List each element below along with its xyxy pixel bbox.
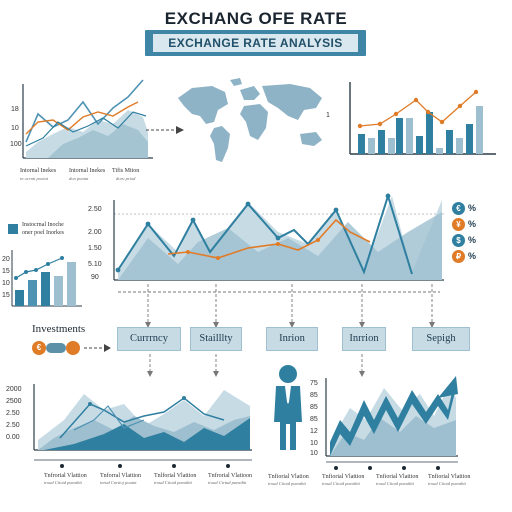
title-banner: EXCHANGE RATE ANALYSIS bbox=[145, 30, 366, 56]
chart-sublabel: troud Cirtud pueaibit bbox=[208, 480, 247, 485]
connector-lines-lower bbox=[147, 354, 365, 377]
world-map-icon bbox=[178, 78, 322, 162]
chart-sublabel: troud Ciiotd pueaibit bbox=[322, 481, 360, 486]
arrow-right-icon bbox=[146, 126, 184, 134]
chart-sublabel: inrud Cnrtioj pouint bbox=[100, 480, 137, 485]
chart-label: Tnfiorial Vlattion bbox=[376, 474, 419, 480]
top-right-chart: 1 bbox=[326, 78, 500, 164]
tick-label: 2500 bbox=[6, 398, 22, 405]
chart-label: Tnfrorial Vlattion bbox=[44, 473, 87, 479]
banner-text: EXCHANGE RATE ANALYSIS bbox=[153, 34, 358, 52]
flow-box-currency: Currrncy bbox=[117, 327, 181, 351]
chart-label: Tnforral Vlattion bbox=[100, 473, 142, 479]
side-panel-plot bbox=[11, 250, 82, 307]
currency-icons: € % ¥ % $ % ₽ % bbox=[452, 202, 508, 266]
tick-label: 85 bbox=[310, 416, 318, 423]
arrow-right-icon bbox=[84, 344, 111, 352]
percent-label: % bbox=[468, 235, 477, 245]
businessman-icon bbox=[274, 365, 302, 450]
chart-sublabel: don poniat bbox=[69, 176, 89, 181]
tick-label: 5.10 bbox=[88, 261, 102, 268]
chart-label: Intornal Inekes bbox=[20, 168, 57, 174]
chart-label: Tnfiorial Vlattion bbox=[428, 474, 471, 480]
euro-icon: € bbox=[32, 341, 46, 355]
chart-label: Tnfrorial Vlatioon bbox=[208, 473, 253, 479]
tick-label: 100 bbox=[10, 141, 22, 148]
main-title: EXCHANG OFE RATE bbox=[164, 9, 348, 28]
tick-label: 15 bbox=[2, 292, 10, 299]
tick-label: 18 bbox=[11, 106, 19, 113]
tick-label: 85 bbox=[310, 404, 318, 411]
chart-sublabel: troud Ciiotd pueaibit bbox=[428, 481, 466, 486]
chart-label: Tnlforial Vlattion bbox=[154, 473, 197, 479]
top-left-plot bbox=[22, 79, 153, 159]
chart-sublabel: in ocrnit pooint bbox=[20, 176, 48, 181]
percent-label: % bbox=[468, 251, 477, 261]
chart-sublabel: troud Ciiotd pueaibit bbox=[376, 481, 414, 486]
euro-icon: € bbox=[452, 202, 465, 215]
chart-label: Intornal Inekes bbox=[69, 168, 106, 174]
dollar-icon: $ bbox=[452, 234, 465, 247]
legend-label: Instocrnal Inoche bbox=[22, 222, 64, 228]
percent-label: % bbox=[468, 203, 477, 213]
tick-label: 2000 bbox=[6, 386, 22, 393]
tick-label: 20 bbox=[2, 256, 10, 263]
bottom-right-chart: 75 85 85 85 12 10 10 Tnfiorial Vlation t… bbox=[268, 376, 510, 506]
middle-chart: 2.50 2.00 1.50 5.10 90 bbox=[88, 192, 448, 284]
top-left-chart: 18 10 100 Intornal Inekes in ocrnit pooi… bbox=[8, 72, 168, 182]
investments-label: Investments bbox=[32, 323, 86, 335]
bottom-left-chart: 2000 2500 2.50 2.50 0.00 Tnfrorial Vlatt… bbox=[4, 380, 256, 506]
ruble-icon: ₽ bbox=[452, 250, 465, 263]
chart-sublabel: troud Ciiotd pueaibit bbox=[44, 480, 82, 485]
tick-label: 10 bbox=[11, 125, 19, 132]
tick-label: 10 bbox=[2, 280, 10, 287]
chart-sublabel: troud Ciiotd pueaibit bbox=[268, 481, 306, 486]
yen-icon: ¥ bbox=[452, 218, 465, 231]
tick-label: 12 bbox=[310, 428, 318, 435]
chart-label: Tnfiorial Vlation bbox=[268, 474, 309, 480]
flow-box-insight: Sepigh bbox=[412, 327, 470, 351]
flow-box-inflation-2: Inrrion bbox=[342, 327, 386, 351]
flow-box-inflation: Inrion bbox=[266, 327, 318, 351]
middle-plot bbox=[113, 192, 444, 281]
connector-lines bbox=[118, 284, 440, 328]
tick-label: 90 bbox=[91, 274, 99, 281]
tick-label: 1 bbox=[326, 112, 330, 119]
top-right-plot bbox=[349, 82, 496, 155]
tick-label: 10 bbox=[310, 440, 318, 447]
tick-label: 2.50 bbox=[88, 206, 102, 213]
tick-label: 75 bbox=[310, 380, 318, 387]
tick-label: 2.50 bbox=[6, 410, 20, 417]
tick-label: 2.50 bbox=[6, 422, 20, 429]
legend-swatch bbox=[8, 224, 18, 234]
flow-box-stability: Stailllty bbox=[190, 327, 242, 351]
tick-label: 2.00 bbox=[88, 229, 102, 236]
bottom-right-plot bbox=[325, 376, 458, 470]
chart-label: Tifis Mtion bbox=[112, 168, 140, 174]
chart-label: Tnfiorial Vlattion bbox=[322, 474, 365, 480]
exchange-bar-icon bbox=[46, 343, 66, 353]
side-panel-chart: Instocrnal Inoche oner poel Inorkes 20 1… bbox=[2, 220, 86, 310]
tick-label: 85 bbox=[310, 392, 318, 399]
bottom-left-plot bbox=[33, 384, 252, 468]
tick-label: 15 bbox=[2, 268, 10, 275]
tick-label: 1.50 bbox=[88, 245, 102, 252]
legend-sublabel: oner poel Inorkes bbox=[22, 230, 64, 236]
chart-sublabel: troud Ciiotd pueaibit bbox=[154, 480, 192, 485]
chart-sublabel: doru priod bbox=[116, 176, 136, 181]
coin-icon bbox=[66, 341, 80, 355]
tick-label: 10 bbox=[310, 450, 318, 457]
percent-label: % bbox=[468, 219, 477, 229]
tick-label: 0.00 bbox=[6, 434, 20, 441]
